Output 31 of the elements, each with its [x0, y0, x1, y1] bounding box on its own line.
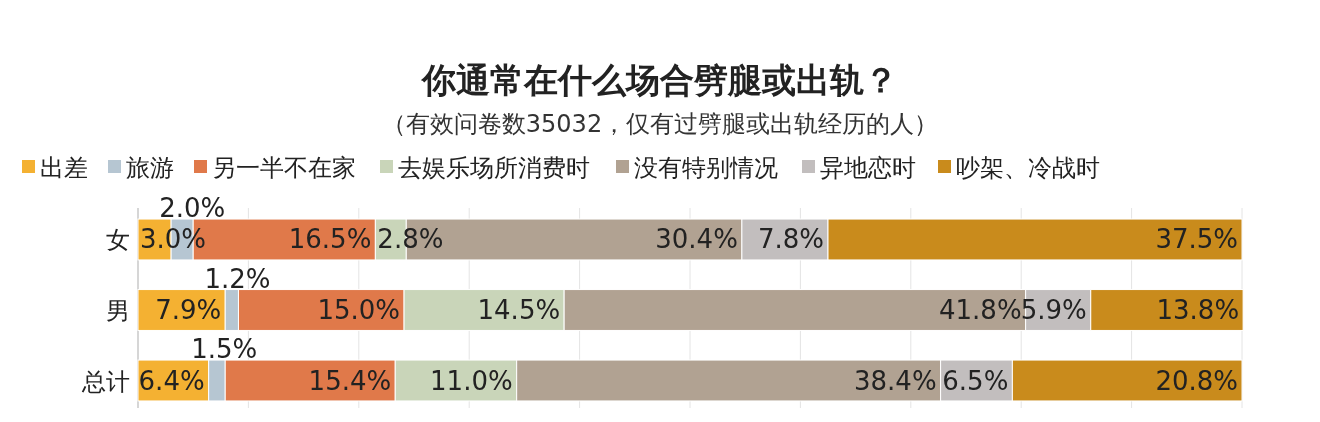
data-label: 37.5% [1155, 224, 1238, 255]
data-label: 1.2% [204, 263, 271, 294]
data-label: 1.5% [191, 334, 258, 365]
data-label: 11.0% [430, 365, 513, 396]
legend-label: 异地恋时 [820, 154, 916, 182]
data-label: 41.8% [939, 295, 1022, 325]
data-label: 16.5% [288, 224, 372, 255]
data-label: 7.9% [155, 295, 222, 325]
y-tick-label: 总计 [81, 367, 130, 396]
data-label: 15.0% [317, 295, 401, 325]
data-label: 13.8% [1156, 295, 1240, 325]
legend-label: 没有特别情况 [634, 154, 778, 182]
data-label: 14.5% [477, 295, 561, 325]
data-label: 2.0% [159, 193, 226, 224]
data-label: 30.4% [655, 224, 738, 255]
legend-label: 出差 [40, 154, 88, 182]
data-label: 5.9% [1020, 295, 1087, 325]
chart-subtitle: （有效问卷数35032，仅有过劈腿或出轨经历的人） [381, 110, 939, 138]
chart-title: 你通常在什么场合劈腿或出轨？ [420, 60, 898, 100]
legend-label: 另一半不在家 [212, 154, 356, 182]
legend-label: 去娱乐场所消费时 [398, 154, 590, 182]
data-label: 6.5% [942, 365, 1009, 396]
data-label: 20.8% [1155, 365, 1238, 396]
data-label: 15.4% [308, 365, 392, 396]
data-label: 6.4% [138, 365, 205, 396]
data-label: 38.4% [854, 365, 937, 396]
y-tick-label: 女 [106, 226, 130, 255]
legend-label: 旅游 [126, 154, 174, 182]
legend-label: 吵架、冷战时 [956, 154, 1100, 182]
data-label: 7.8% [757, 224, 824, 255]
y-tick-label: 男 [106, 297, 130, 325]
